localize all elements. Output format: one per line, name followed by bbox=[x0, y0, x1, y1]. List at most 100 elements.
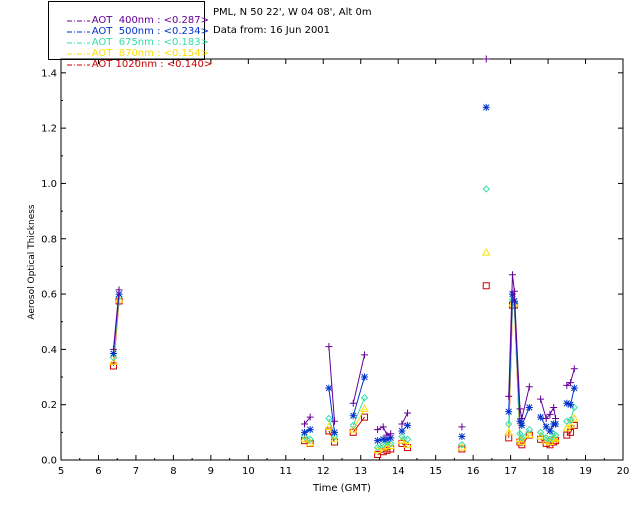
site-info: PML, N 50 22', W 04 08', Alt 0m bbox=[213, 7, 372, 18]
legend-item-870nm: AOT 870nm : <0.154> bbox=[53, 37, 209, 59]
series-line-400nm bbox=[352, 354, 365, 404]
point-675nm bbox=[566, 416, 575, 424]
x-tick-label: 18 bbox=[542, 466, 555, 477]
legend-item-1020nm: AOT 1020nm : <0.140> bbox=[53, 48, 212, 70]
point-675nm bbox=[398, 432, 406, 441]
point-870nm bbox=[348, 425, 358, 433]
point-500nm bbox=[570, 384, 578, 392]
x-tick-label: 11 bbox=[279, 466, 292, 477]
point-500nm bbox=[331, 428, 339, 436]
x-tick-label: 19 bbox=[579, 466, 592, 477]
point-675nm bbox=[518, 434, 526, 442]
point-500nm bbox=[537, 413, 545, 421]
point-500nm bbox=[349, 412, 357, 420]
plot-frame bbox=[60, 58, 624, 461]
point-870nm bbox=[569, 414, 579, 422]
point-400nm bbox=[374, 426, 382, 434]
point-400nm bbox=[542, 415, 550, 423]
y-tick-label: 1.4 bbox=[41, 68, 57, 79]
point-400nm bbox=[379, 423, 387, 431]
point-1020nm bbox=[360, 413, 368, 421]
point-675nm bbox=[386, 439, 395, 448]
point-870nm bbox=[566, 420, 575, 429]
legend-line-0 bbox=[66, 20, 90, 21]
point-675nm bbox=[536, 428, 545, 437]
x-tick-label: 14 bbox=[392, 466, 405, 477]
point-675nm bbox=[551, 431, 560, 439]
y-tick-label: 0.6 bbox=[41, 290, 57, 301]
point-400nm bbox=[518, 415, 526, 423]
point-500nm bbox=[306, 426, 314, 434]
legend-line-1 bbox=[66, 31, 90, 32]
point-675nm bbox=[505, 420, 513, 428]
legend-label-870nm: AOT 870nm : <0.154> bbox=[91, 48, 209, 59]
point-400nm bbox=[109, 345, 117, 353]
legend-label-400nm: AOT 400nm : <0.287> bbox=[91, 15, 209, 26]
point-400nm bbox=[550, 403, 558, 411]
point-400nm bbox=[570, 365, 578, 373]
series-line-400nm bbox=[508, 274, 530, 419]
point-500nm bbox=[508, 290, 516, 298]
point-400nm bbox=[567, 379, 575, 387]
point-400nm bbox=[404, 409, 412, 417]
point-675nm bbox=[546, 435, 554, 443]
point-400nm bbox=[508, 271, 516, 279]
point-400nm bbox=[516, 405, 524, 413]
legend-swatch-675nm bbox=[66, 38, 92, 47]
y-tick-label: 1.0 bbox=[41, 179, 57, 190]
point-500nm bbox=[552, 420, 560, 428]
point-500nm bbox=[404, 421, 412, 429]
legend-swatch-1020nm bbox=[66, 60, 92, 69]
point-675nm bbox=[482, 185, 490, 193]
y-tick-label: 0.4 bbox=[41, 345, 57, 356]
point-500nm bbox=[518, 421, 526, 429]
x-tick-label: 9 bbox=[208, 466, 214, 477]
legend-label-675nm: AOT 675nm : <0.183> bbox=[91, 37, 209, 48]
point-870nm bbox=[551, 434, 560, 443]
point-500nm bbox=[109, 350, 117, 358]
point-500nm bbox=[387, 434, 395, 442]
point-870nm bbox=[360, 404, 369, 412]
point-675nm bbox=[542, 434, 550, 442]
y-tick-label: 0.0 bbox=[41, 456, 57, 467]
point-870nm bbox=[457, 443, 467, 451]
legend-item-400nm: AOT 400nm : <0.287> bbox=[53, 4, 209, 26]
series-line-500nm bbox=[328, 388, 336, 433]
point-500nm bbox=[374, 437, 382, 445]
point-400nm bbox=[349, 399, 357, 407]
point-500nm bbox=[563, 399, 571, 407]
point-870nm bbox=[300, 434, 309, 443]
point-400nm bbox=[325, 343, 333, 351]
point-400nm bbox=[537, 395, 545, 403]
point-675nm bbox=[360, 394, 369, 402]
series-675nm bbox=[109, 185, 579, 452]
plot-frame-group: 5 6 7 8 9 10 11 12 13 14 15 16 17 18 19 20 0.0 0.2 0.4 0.6 0… bbox=[41, 58, 629, 477]
legend-label-1020nm: AOT 1020nm : <0.140> bbox=[91, 59, 213, 70]
legend-line-2 bbox=[66, 42, 90, 43]
point-400nm bbox=[383, 431, 391, 439]
point-500nm bbox=[360, 373, 368, 381]
point-500nm bbox=[383, 435, 391, 443]
point-400nm bbox=[331, 417, 339, 425]
point-400nm bbox=[115, 286, 123, 294]
legend-line-3 bbox=[66, 53, 90, 54]
point-870nm bbox=[517, 437, 527, 446]
x-tick-label: 6 bbox=[95, 466, 101, 477]
legend: AOT 400nm : <0.287> AOT 500nm : <0.234> … bbox=[48, 1, 212, 70]
x-tick-label: 17 bbox=[504, 466, 517, 477]
point-1020nm bbox=[109, 362, 117, 370]
point-675nm bbox=[525, 425, 534, 434]
point-500nm bbox=[542, 423, 550, 431]
series-line-500nm bbox=[508, 293, 530, 427]
point-400nm bbox=[458, 423, 466, 431]
series-line-400nm bbox=[328, 346, 336, 422]
point-675nm bbox=[563, 417, 571, 425]
point-400nm bbox=[525, 383, 533, 391]
point-500nm bbox=[546, 427, 554, 435]
point-400nm bbox=[387, 430, 395, 438]
point-400nm bbox=[398, 420, 406, 428]
y-tick-label: 0.2 bbox=[41, 400, 57, 411]
x-axis-label: Time (GMT) bbox=[312, 483, 371, 494]
legend-swatch-500nm bbox=[66, 27, 92, 36]
point-500nm bbox=[301, 428, 309, 436]
